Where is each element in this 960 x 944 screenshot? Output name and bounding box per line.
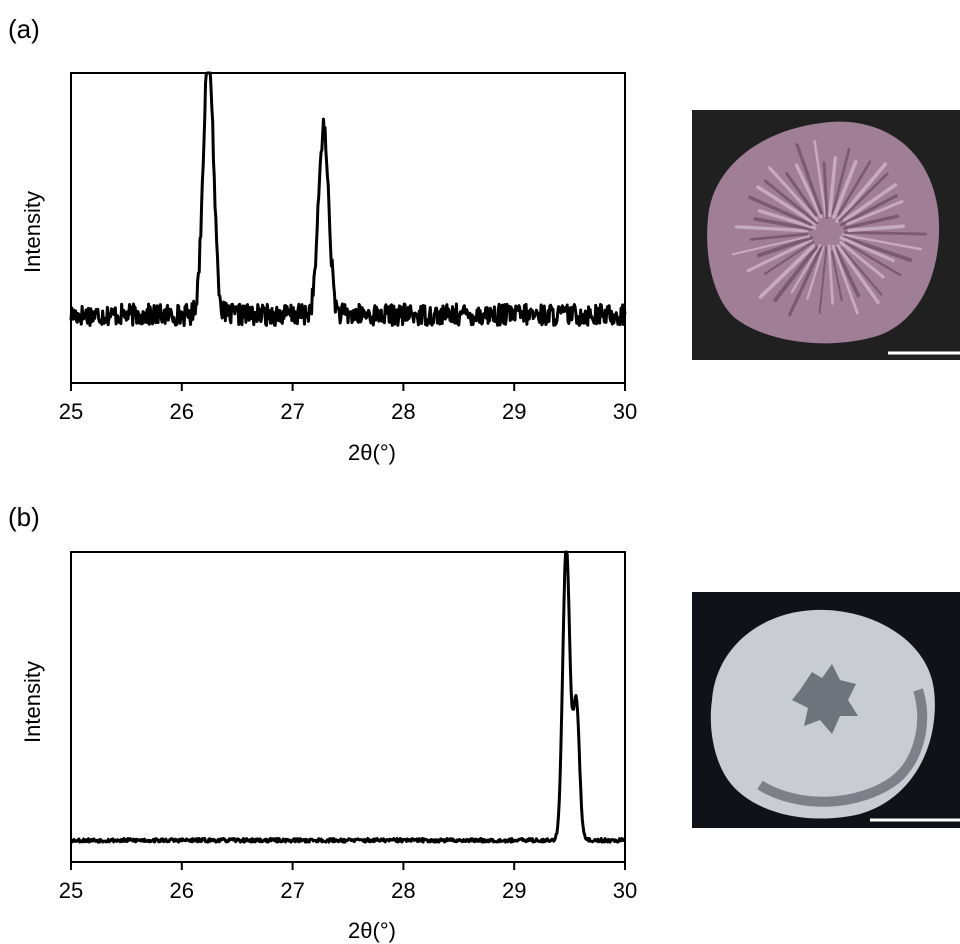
photo-a-septum [734,225,808,233]
photo-a-septum [753,217,813,231]
photo-a-septum [844,230,927,236]
x-tick-label: 28 [391,399,415,424]
panel-a-label: (a) [8,14,40,44]
photo-a-septum [827,156,838,218]
photo-a-septum [794,163,823,219]
photo-a-septum [748,195,813,227]
x-tick-label: 27 [280,878,304,903]
photo-a-septum [842,183,898,223]
photo-a-septum [840,194,898,227]
photo-a-septum [846,200,904,226]
photo-a-septum [764,179,819,225]
photo-b-grey-core [792,664,858,734]
photo-a-septum [768,166,819,222]
photo-a-septum [841,233,923,251]
photo-a-septum [806,246,825,300]
panel-b-label: (b) [8,502,40,532]
photo-a-septum [731,235,811,256]
photo-a-septum [822,161,829,219]
photo-a-septum [757,209,817,230]
photo-a-texture [731,140,927,317]
panel-a-x-ticks: 25 26 27 28 29 30 [59,383,637,424]
x-tick-label: 25 [59,399,83,424]
photo-a-septum [785,172,818,217]
photo-a-septum [838,172,889,222]
photo-sample-b [692,592,960,828]
x-tick-label: 27 [280,399,304,424]
photo-a-septum [839,241,885,279]
photo-a-septum [839,236,895,263]
panel-b-x-ticks: 25 26 27 28 29 30 [59,862,637,903]
photo-a-septum [788,246,823,317]
panel-b-y-axis-label: Intensity [20,661,45,743]
panel-a-plot-frame [70,72,626,384]
photo-a-septum [746,238,813,273]
photo-a-septum [773,245,819,303]
photo-a-septum [844,241,902,277]
photo-a-septum [763,240,815,275]
photo-a-septum [756,185,818,226]
photo-a-septum [843,214,900,230]
photo-a-septum [813,140,827,218]
photo-a-septum [818,246,828,315]
x-tick-label: 28 [391,878,415,903]
photo-a-specimen [707,121,940,344]
photo-a-septum [827,244,835,305]
photo-a-septum [837,160,872,216]
x-tick-label: 30 [613,878,637,903]
photo-a-septum [832,160,858,219]
photo-a-septum [835,162,888,223]
panel-a-y-axis-label: Intensity [20,191,45,273]
photo-a-septum [749,232,809,241]
x-tick-label: 25 [59,878,83,903]
panel-b-series [70,550,626,844]
panel-a-x-axis-label: 2θ(°) [348,440,396,465]
photo-a-septum [830,251,843,302]
photo-a-septum [758,244,816,299]
photo-a-septum [836,244,880,304]
panel-b-plot-frame [70,551,626,863]
panel-a-series [69,71,627,328]
panel-b-x-axis-label: 2θ(°) [348,918,396,943]
photo-a-septum [847,224,905,233]
x-tick-label: 26 [170,399,194,424]
photo-a-septum [790,244,822,294]
x-tick-label: 29 [502,878,526,903]
photo-a-septum [795,143,823,215]
panel-a: (a) Intensity 25 26 27 28 29 30 2θ(°) [8,14,960,465]
photo-b-grey-rim [757,688,928,807]
photo-a-septum [840,246,883,296]
xrd-pattern-line [70,550,626,844]
photo-a-septum [842,235,913,262]
photo-a-septum [834,246,861,298]
panel-b: (b) Intensity 25 26 27 28 29 30 2θ(°) [8,502,960,943]
x-tick-label: 30 [613,399,637,424]
photo-a-septum [831,147,851,216]
x-tick-label: 26 [170,878,194,903]
xrd-pattern-line [69,71,627,328]
photo-sample-a [692,110,960,360]
photo-a-septum [831,244,859,315]
x-tick-label: 29 [502,399,526,424]
photo-a-septum [756,235,814,258]
